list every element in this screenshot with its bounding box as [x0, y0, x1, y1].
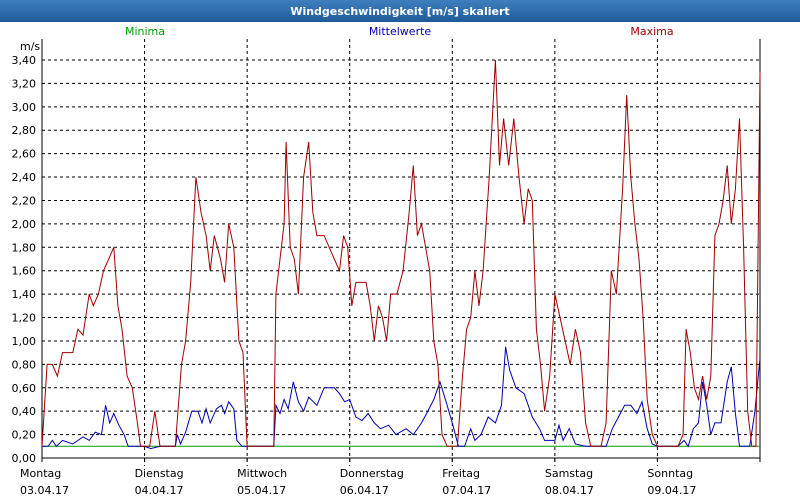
x-tick-weekday: Freitag [442, 467, 480, 480]
x-tick-weekday: Sonntag [647, 467, 693, 480]
x-tick-weekday: Montag [20, 467, 61, 480]
y-tick-label: 2,80 [12, 124, 37, 137]
y-tick-label: 1,00 [12, 335, 37, 348]
y-tick-label: 1,60 [12, 265, 37, 278]
x-tick-weekday: Donnerstag [340, 467, 404, 480]
y-tick-label: 3,20 [12, 77, 37, 90]
y-tick-label: 1,80 [12, 241, 37, 254]
legend-maxima: Maxima [630, 25, 673, 38]
x-tick-weekday: Dienstag [135, 467, 184, 480]
y-tick-label: 2,40 [12, 171, 37, 184]
x-tick-weekday: Mittwoch [237, 467, 287, 480]
y-tick-label: 0,80 [12, 358, 37, 371]
labels: 0,00 0,20 0,40 0,60 0,80 1,00 1,20 1,40 1,60 1,80… [12, 25, 697, 497]
series [41, 59, 761, 450]
y-tick-label: 1,20 [12, 312, 37, 325]
y-tick-label: 2,00 [12, 218, 37, 231]
y-tick-label: 3,40 [12, 54, 37, 67]
x-tick-date: 03.04.17 [20, 484, 69, 497]
x-tick-date: 04.04.17 [135, 484, 184, 497]
y-axis-label: m/s [20, 40, 40, 53]
y-tick-label: 0,00 [12, 452, 37, 465]
y-tick-label: 3,00 [12, 101, 37, 114]
x-tick-date: 08.04.17 [545, 484, 594, 497]
x-tick-date: 06.04.17 [340, 484, 389, 497]
legend-minima: Minima [125, 25, 165, 38]
x-tick-date: 09.04.17 [647, 484, 696, 497]
y-tick-label: 1,40 [12, 288, 37, 301]
window-title-bar: Windgeschwindigkeit [m/s] skaliert [0, 0, 800, 23]
x-tick-weekday: Samstag [545, 467, 593, 480]
x-tick-date: 05.04.17 [237, 484, 286, 497]
y-tick-label: 0,40 [12, 405, 37, 418]
y-tick-label: 2,60 [12, 148, 37, 161]
legend-mittelwerte: Mittelwerte [369, 25, 432, 38]
wind-speed-chart: 0,00 0,20 0,40 0,60 0,80 1,00 1,20 1,40 1,60 1,80… [0, 22, 800, 500]
x-tick-date: 07.04.17 [442, 484, 491, 497]
series-line-maxima [41, 59, 761, 447]
chart-background [0, 22, 800, 500]
y-tick-label: 0,20 [12, 429, 37, 442]
grid [42, 39, 760, 466]
y-tick-label: 0,60 [12, 382, 37, 395]
y-tick-label: 2,20 [12, 194, 37, 207]
window-title: Windgeschwindigkeit [m/s] skaliert [290, 4, 510, 18]
